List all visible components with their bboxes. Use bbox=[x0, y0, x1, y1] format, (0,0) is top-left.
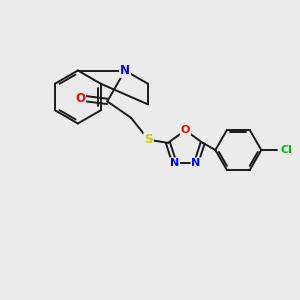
Text: O: O bbox=[181, 125, 190, 135]
Text: Cl: Cl bbox=[280, 145, 292, 155]
Text: N: N bbox=[191, 158, 201, 168]
Text: N: N bbox=[170, 158, 179, 168]
Text: N: N bbox=[120, 64, 130, 77]
Text: O: O bbox=[75, 92, 85, 105]
Text: S: S bbox=[144, 133, 153, 146]
